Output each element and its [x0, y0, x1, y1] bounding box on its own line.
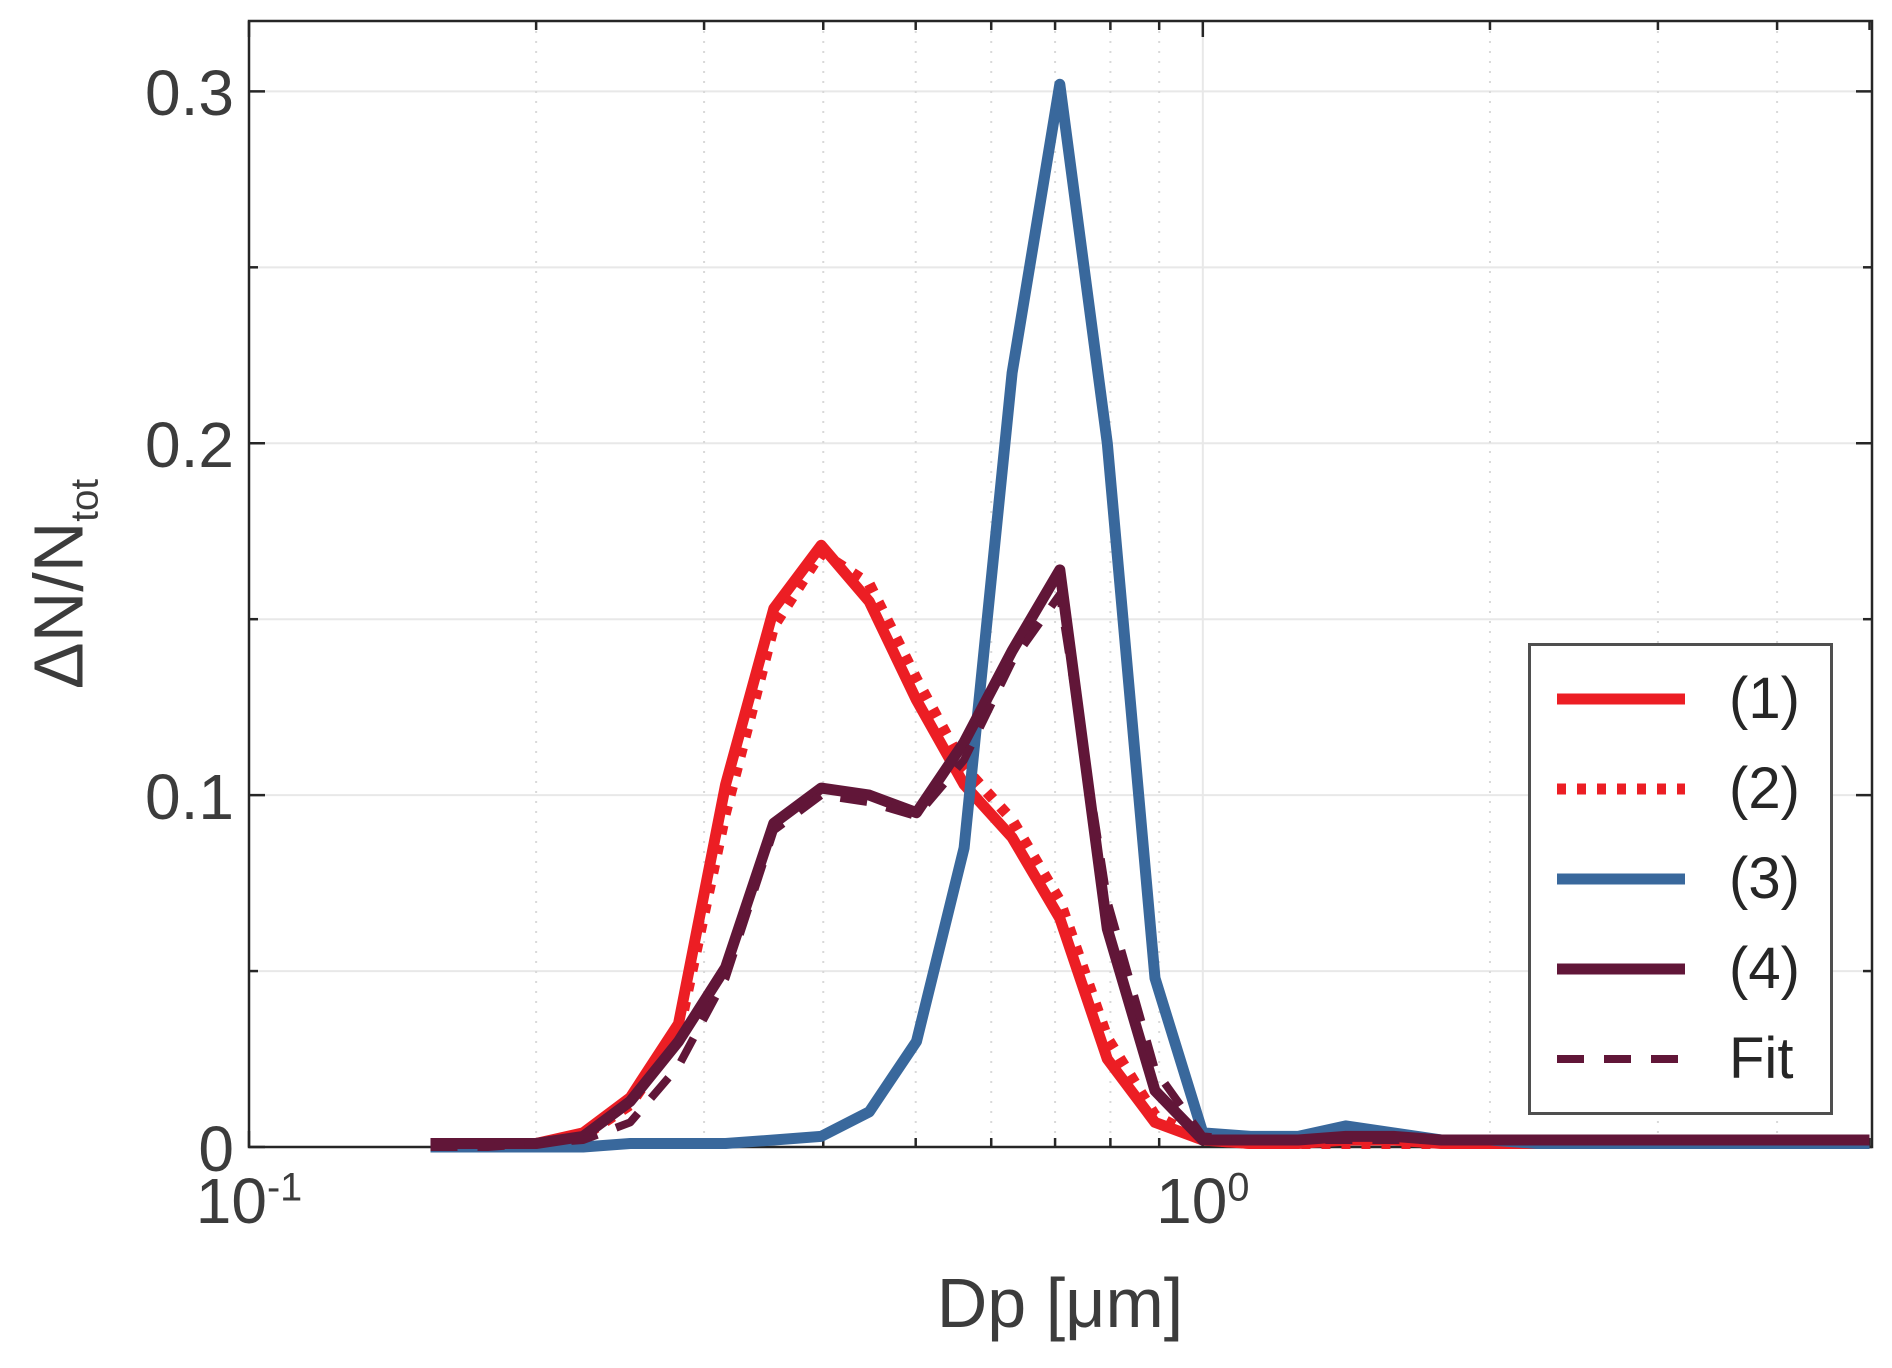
legend-label-3: (3) [1729, 846, 1800, 911]
legend-box: (1) (2) (3) (4) Fit [1528, 643, 1833, 1115]
legend-line-sample-2 [1557, 783, 1685, 795]
legend-entry-4: (4) [1531, 940, 1830, 998]
legend-entry-1: (1) [1531, 670, 1830, 728]
legend-entry-3: (3) [1531, 850, 1830, 908]
legend-label-1: (1) [1729, 666, 1800, 731]
legend-line-sample-1 [1557, 693, 1685, 705]
legend-label-4: (4) [1729, 936, 1800, 1001]
curve-series-fit [430, 590, 1870, 1151]
y-axis-label-subscript: tot [63, 478, 107, 522]
y-axis-label: ΔN/Ntot [19, 478, 107, 689]
legend-line-sample-fit [1557, 1055, 1685, 1063]
y-tick-label-0.3: 0.3 [145, 57, 234, 130]
x-tick-label-1e-1: 10-1 [196, 1165, 303, 1233]
x-tick-exponent: -1 [266, 1165, 303, 1210]
legend-entry-2: (2) [1531, 760, 1830, 818]
x-axis-label: Dp [μm] [936, 1264, 1184, 1342]
legend-label-fit: Fit [1729, 1026, 1794, 1091]
curve-series-2 [430, 546, 1870, 1149]
y-axis-label-main: ΔN/N [19, 521, 98, 690]
legend-label-2: (2) [1729, 756, 1800, 821]
legend-line-sample-4 [1557, 963, 1685, 975]
legend-line-sample-3 [1557, 873, 1685, 885]
y-tick-label-0.1: 0.1 [145, 761, 234, 834]
x-tick-exponent: 0 [1227, 1165, 1250, 1210]
x-tick-mantissa: 10 [195, 1165, 267, 1237]
x-tick-mantissa: 10 [1156, 1165, 1228, 1237]
legend-entry-fit: Fit [1531, 1030, 1830, 1088]
y-tick-label-0: 0 [198, 1113, 234, 1185]
x-tick-label-1e0: 100 [1156, 1165, 1250, 1233]
y-tick-label-0.2: 0.2 [145, 409, 234, 482]
